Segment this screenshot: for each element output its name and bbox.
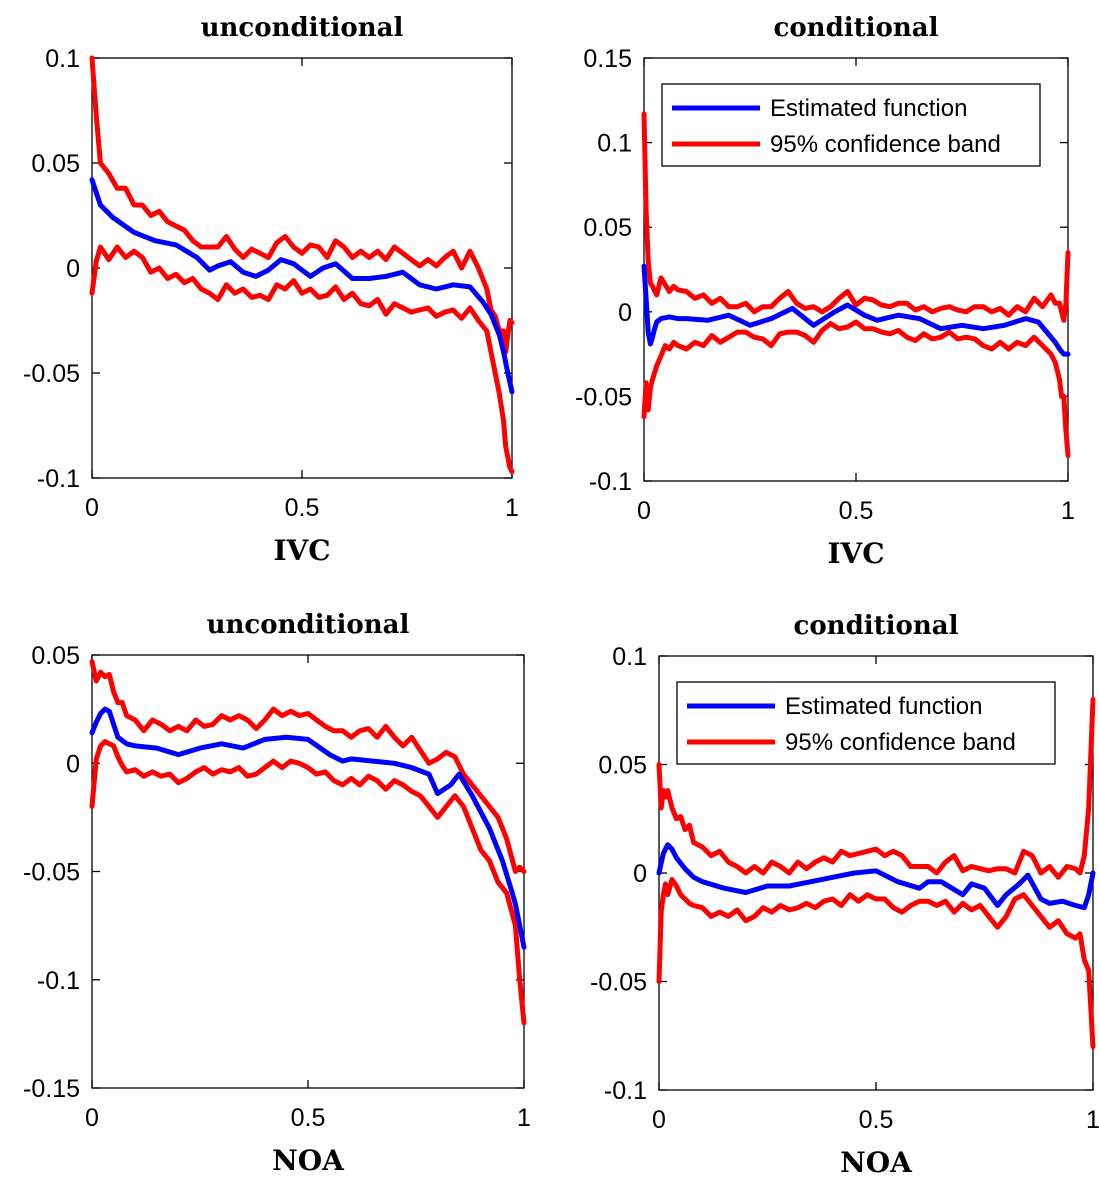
confidence-band-lower-line: [641, 319, 1071, 459]
panel-4: 0 0.5 1 -0.1 -0.05 0 0.05 0.1 conditional NOA Esti…: [590, 611, 1099, 1179]
confidence-band-lower-line: [89, 739, 527, 1026]
y-tick-label: 0.1: [612, 643, 647, 671]
panel-title: unconditional: [201, 13, 404, 43]
y-tick-label: 0.05: [583, 214, 632, 242]
confidence-band-upper-line: [641, 111, 1071, 323]
x-tick-label: 0: [652, 1106, 666, 1134]
x-tick-label: 0: [85, 1104, 99, 1132]
estimated-function-line: [89, 177, 515, 395]
y-tick-label: -0.1: [37, 465, 80, 493]
y-tick-label: -0.05: [23, 360, 80, 388]
y-tick-label: 0: [618, 299, 632, 327]
confidence-band-upper-line: [89, 659, 527, 874]
confidence-band-lower-line: [89, 244, 515, 475]
x-tick-label: 1: [517, 1104, 531, 1132]
confidence-band-upper-line: [89, 55, 515, 355]
panel-title: conditional: [794, 611, 959, 641]
legend-box: [661, 83, 1041, 167]
x-tick-label: 0.5: [285, 494, 320, 522]
x-tick-label: 0.5: [859, 1106, 894, 1134]
panel-title: unconditional: [207, 610, 410, 640]
estimated-function-line: [641, 263, 1071, 357]
y-tick-label: -0.1: [604, 1077, 647, 1105]
x-axis-label: NOA: [272, 1144, 345, 1174]
y-tick-label: 0.1: [45, 45, 80, 73]
panel-title: conditional: [774, 13, 939, 43]
panel-3: 0 0.5 1 -0.15 -0.1 -0.05 0 0.05 unconditional NOA: [23, 610, 531, 1177]
y-tick-label: 0.15: [583, 45, 632, 73]
y-tick-label: 0: [66, 750, 80, 778]
y-tick-label: -0.1: [589, 468, 632, 496]
y-tick-label: 0: [66, 255, 80, 283]
confidence-band-upper-line: [656, 696, 1096, 880]
confidence-band-lower-line: [656, 877, 1096, 1050]
legend-entry: 95% confidence band: [770, 131, 1001, 158]
x-tick-label: 0.5: [839, 497, 874, 525]
x-tick-label: 0: [85, 494, 99, 522]
y-tick-label: -0.1: [37, 967, 80, 995]
x-tick-label: 1: [1086, 1106, 1099, 1134]
x-tick-label: 1: [505, 494, 519, 522]
y-tick-label: 0.05: [31, 150, 80, 178]
legend-entry: Estimated function: [770, 95, 967, 122]
y-tick-label: 0.1: [597, 130, 632, 158]
x-tick-label: 0: [637, 497, 651, 525]
panel-1: 0 0.5 1 -0.1 -0.05 0 0.05 0.1 unconditional IVC: [23, 13, 519, 567]
x-tick-label: 1: [1061, 497, 1075, 525]
estimated-function-line: [89, 706, 527, 950]
x-tick-label: 0.5: [291, 1104, 326, 1132]
y-tick-label: 0.05: [31, 642, 80, 670]
y-tick-label: -0.05: [575, 383, 632, 411]
y-tick-label: -0.05: [23, 859, 80, 887]
x-axis-label: IVC: [273, 534, 330, 567]
x-axis-label: NOA: [840, 1146, 913, 1174]
y-tick-label: -0.15: [23, 1075, 80, 1103]
estimated-function-line: [656, 842, 1096, 911]
y-tick-label: 0: [633, 860, 647, 888]
panel-2: 0 0.5 1 -0.1 -0.05 0 0.05 0.1 0.15 conditional IVC…: [575, 13, 1075, 570]
legend-entry: Estimated function: [785, 693, 982, 720]
y-tick-label: -0.05: [590, 969, 647, 997]
legend-box: [676, 681, 1056, 765]
x-axis-label: IVC: [827, 537, 884, 570]
y-tick-label: 0.05: [598, 752, 647, 780]
legend-entry: 95% confidence band: [785, 729, 1016, 756]
